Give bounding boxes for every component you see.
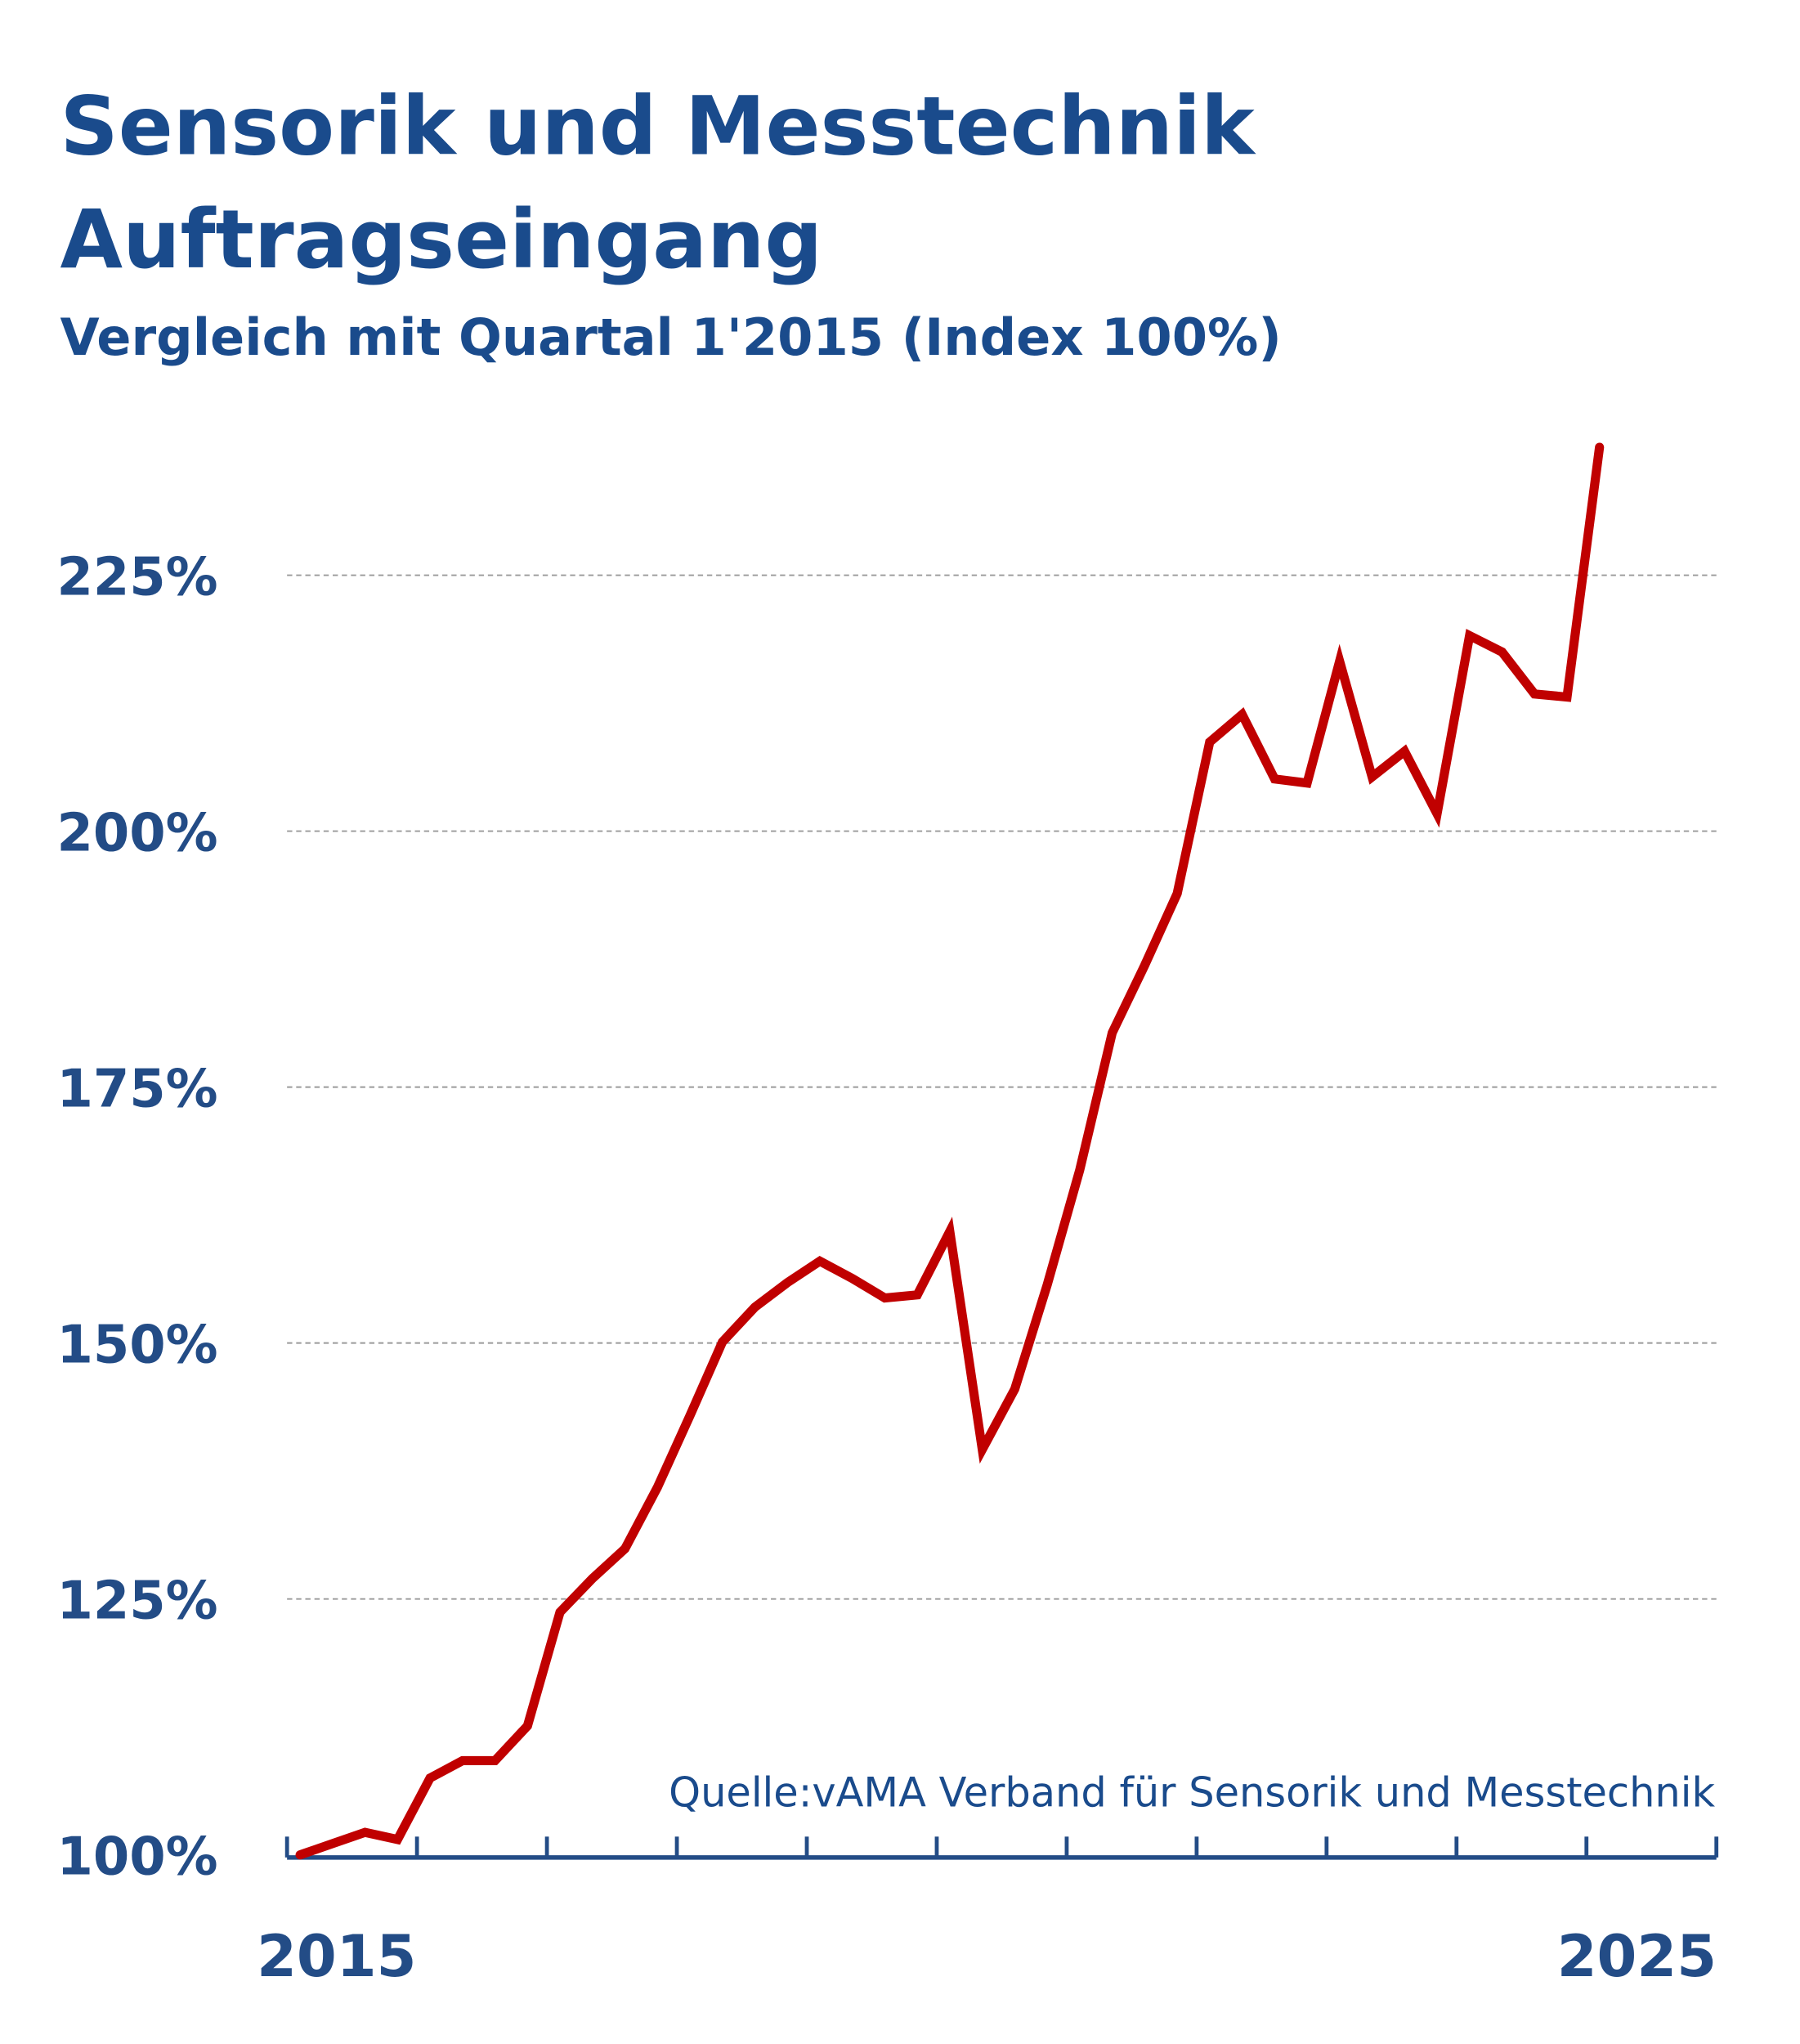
data-line	[295, 442, 1605, 1860]
y-tick-label: 150%	[57, 1316, 218, 1376]
series-line	[295, 442, 1605, 1860]
chart-title: Sensorik und Messtechnik	[60, 79, 1256, 173]
y-tick-label: 175%	[57, 1060, 218, 1120]
x-tick-label-2025: 2025	[1557, 1923, 1717, 1990]
y-tick-label: 200%	[57, 804, 218, 864]
source-note: Quelle:vAMA Verband für Sensorik und Mes…	[669, 1769, 1715, 1817]
y-tick-label: 100%	[57, 1827, 218, 1888]
chart-title-line2: Auftragseingang	[60, 193, 823, 287]
y-axis-labels: 100% 125% 150% 175% 200% 225%	[57, 548, 218, 1888]
chart-subtitle: Vergleich mit Quartal 1'2015 (Index 100%…	[60, 307, 1282, 367]
x-tick-label-2015: 2015	[257, 1923, 416, 1990]
gridlines	[287, 574, 1717, 1600]
x-axis	[284, 1836, 1719, 1860]
y-tick-label: 125%	[57, 1571, 218, 1632]
y-tick-label: 225%	[57, 548, 218, 608]
